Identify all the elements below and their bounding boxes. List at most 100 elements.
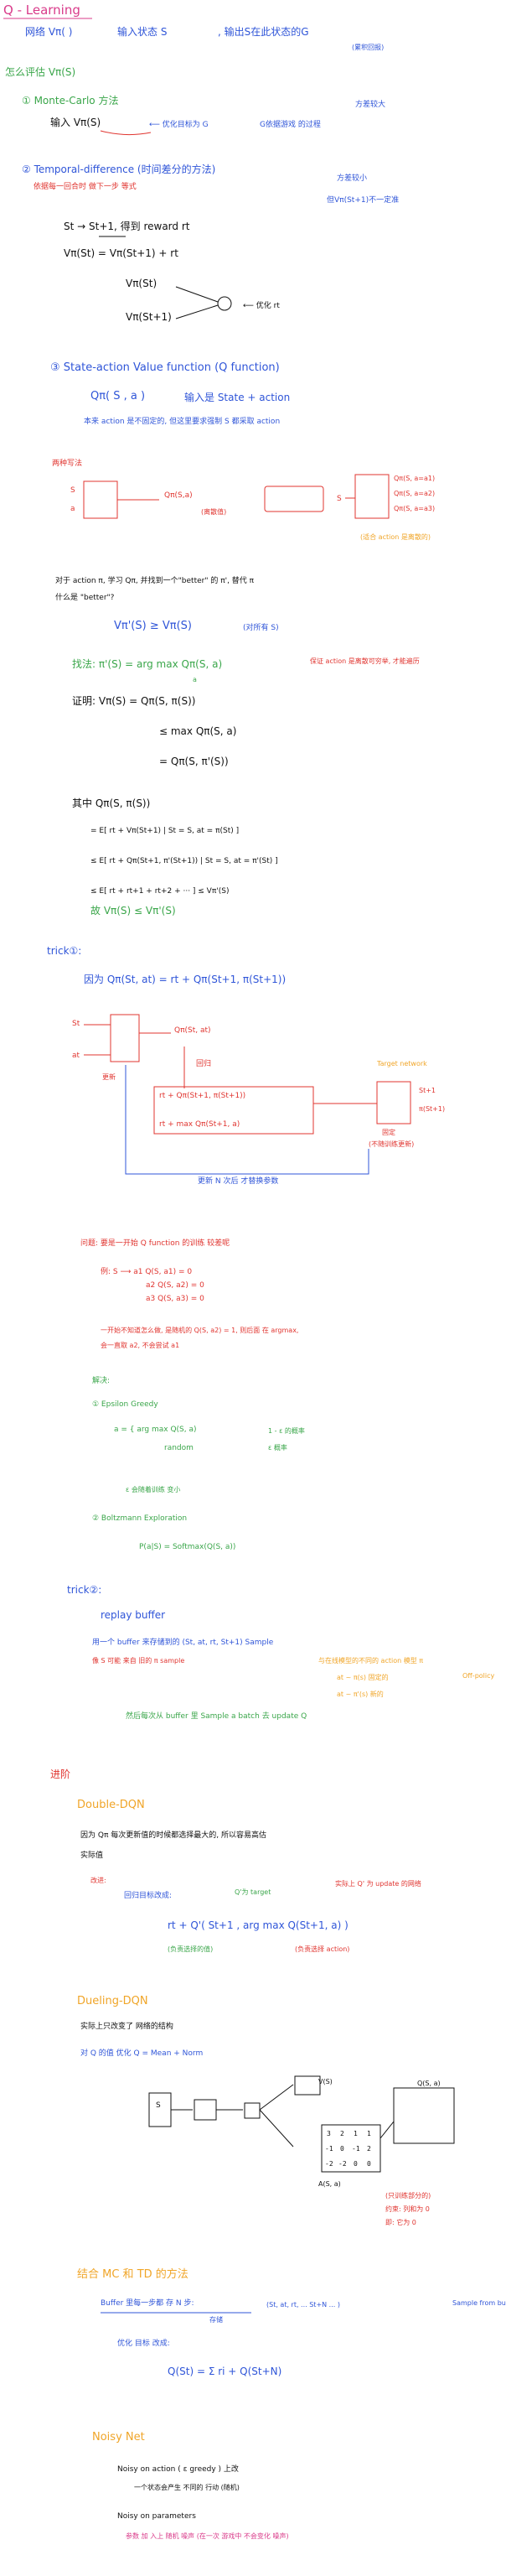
trick1-equation: 因为 Qπ(St, at) = rt + Qπ(St+1, π(St+1)) — [84, 974, 287, 985]
how-evaluate-heading: 怎么评估 Vπ(S) — [5, 66, 76, 78]
trick1-target2: rt + max Qπ(St+1, a) — [159, 1120, 240, 1129]
monte-carlo-label: ① Monte-Carlo 方法 — [22, 95, 119, 106]
problem-desc2: 会一直取 a2, 不会尝试 a1 — [101, 1342, 180, 1349]
epsilon-prob2: ε 概率 — [268, 1444, 287, 1452]
input-state-text: 输入状态 S — [117, 26, 168, 38]
section-title-q-learning: Q - Learning — [3, 3, 80, 18]
target-fixed-note: (不随训练更新) — [369, 1140, 415, 1148]
trick2-title: trick②: — [67, 1584, 102, 1596]
td-inaccurate-note: 但Vπ(St+1)不一定准 — [327, 196, 400, 205]
double-target-note: Q'为 target — [235, 1888, 271, 1896]
example-a2: a2 Q(S, a2) = 0 — [146, 1281, 204, 1290]
boltzmann-formula: P(a|S) = Softmax(Q(S, a)) — [139, 1543, 236, 1551]
mc-td-sample: Sample from buffer — [452, 2299, 506, 2307]
grid-cell: 0 — [354, 2160, 358, 2168]
noisy-param-text: Noisy on parameters — [117, 2512, 196, 2521]
temporal-difference-label: ② Temporal-difference (时间差分的方法) — [22, 164, 216, 175]
form2-box — [354, 474, 390, 519]
expand-line2: ≤ E[ rt + Qπ(St+1, π'(St+1)) | St = S, a… — [90, 857, 278, 865]
dueling-input-box — [148, 2092, 172, 2127]
advanced-title: 进阶 — [50, 1768, 71, 1780]
trick1-st: St — [72, 1020, 80, 1028]
noisy-action-text: Noisy on action ( ε greedy ) 上改 — [117, 2465, 239, 2474]
grid-cell: 0 — [340, 2145, 344, 2153]
td-v-st1-label: Vπ(St+1) — [126, 311, 172, 323]
dueling-q-label: Q(S, a) — [417, 2080, 441, 2087]
target-network-label: Target network — [377, 1060, 427, 1067]
mc-process-text: G依据游戏 的过程 — [260, 121, 321, 129]
find-method-text: 找法: π'(S) = arg max Qπ(S, a) — [72, 658, 223, 670]
dueling-v-label: V(S) — [318, 2078, 333, 2085]
value-network-text: 网络 Vπ( ) — [25, 26, 73, 38]
td-variance-note: 方差较小 — [337, 174, 368, 183]
grid-cell: 1 — [354, 2130, 358, 2137]
problem-desc1: 一开始不知道怎么做, 是随机的 Q(S, a2) = 1, 则后面 在 argm… — [101, 1327, 299, 1334]
grid-cell: -1 — [352, 2145, 360, 2153]
target-network-box — [376, 1081, 411, 1124]
noisy-param-desc: 参数 加 入上 随机 噪声 (在一次 游戏中 不会变化 噪声) — [126, 2532, 289, 2540]
dueling-a-grid — [321, 2124, 381, 2173]
proof-line2: ≤ max Qπ(S, a) — [159, 725, 237, 737]
argmax-sub: a — [193, 676, 197, 683]
form1-s: S — [70, 486, 75, 495]
trick1-update: 更新 — [102, 1073, 116, 1081]
replay-buffer-label: replay buffer — [101, 1609, 166, 1621]
trick1-regress: 回归 — [196, 1060, 212, 1068]
double-action-note: (负责选择 action) — [295, 1945, 350, 1953]
double-target-label: 回归目标改成: — [124, 1892, 173, 1900]
mc-td-buffer: Buffer 里每一步都 存 N 步: — [101, 2299, 194, 2308]
better-all-s: (对所有 S) — [243, 624, 279, 632]
proof-line1: 证明: Vπ(S) = Qπ(S, π(S)) — [72, 695, 196, 707]
mc-td-target-label: 优化 目标 改成: — [117, 2340, 170, 2348]
form1-output-box — [264, 486, 324, 512]
trick1-at: at — [72, 1052, 80, 1060]
epsilon-greedy-label: ① Epsilon Greedy — [92, 1400, 158, 1409]
form2-out1: Qπ(S, a=a1) — [394, 475, 436, 482]
grid-cell: 0 — [367, 2160, 371, 2168]
form2-s: S — [337, 495, 342, 503]
off-policy-label: Off-policy — [462, 1672, 495, 1680]
policy-improve-text: 对于 action π, 学习 Qπ, 并找到一个"better" 的 π', … — [55, 577, 255, 585]
mc-variance-note: 方差较大 — [355, 101, 386, 109]
grid-cell: -2 — [325, 2160, 333, 2168]
noisy-action-desc: 一个状态会产生 不同的 行动 (随机) — [134, 2484, 240, 2491]
dueling-a-branch — [259, 2109, 294, 2148]
dueling-v-box — [294, 2075, 321, 2096]
dueling-v-branch — [259, 2084, 294, 2111]
td-equation-text: Vπ(St) = Vπ(St+1) + rt — [64, 247, 178, 259]
mc-td-store: 存储 — [209, 2316, 223, 2324]
mc-td-tuple: (St, at, rt, ... St+N ... ) — [266, 2301, 340, 2309]
boltzmann-label: ② Boltzmann Exploration — [92, 1514, 188, 1523]
double-formula: rt + Q'( St+1 , arg max Q(St+1, a) ) — [168, 1919, 349, 1931]
q-force-action-text: 本来 action 是不固定的, 但这里要求强制 S 都采取 action — [84, 418, 281, 426]
grid-cell: -1 — [325, 2145, 333, 2153]
output-return-text: , 输出S在此状态的G — [218, 26, 309, 38]
dueling-partial: (只训练部分的) — [385, 2192, 431, 2199]
td-desc-text: 依据每一回合时 做下一步 等式 — [34, 183, 137, 191]
trick1-target1: rt + Qπ(St+1, π(St+1)) — [159, 1092, 246, 1100]
noisy-net-title: Noisy Net — [92, 2431, 145, 2444]
td-optimize-text: ⟵ 优化 rt — [243, 302, 280, 310]
form1-note: (离散值) — [201, 508, 227, 516]
what-is-better-text: 什么是 "better"? — [55, 594, 115, 602]
mc-underline — [100, 130, 152, 136]
grid-cell: -2 — [338, 2160, 347, 2168]
trick1-q-out: Qπ(St, at) — [174, 1026, 211, 1035]
expand-line3: ≤ E[ rt + rt+1 + rt+2 + ··· ] ≤ Vπ'(S) — [90, 887, 230, 896]
target-st1: St+1 — [419, 1087, 436, 1094]
dueling-desc1: 实际上只改变了 网络的结构 — [80, 2023, 173, 2031]
better-ineq: Vπ'(S) ≥ Vπ(S) — [114, 620, 192, 632]
dueling-merge — [380, 2121, 395, 2139]
example-a3: a3 Q(S, a3) = 0 — [146, 1295, 204, 1303]
double-update-note: 实际上 Q' 为 update 的网络 — [335, 1880, 421, 1888]
mc-target-text: ⟵ 优化目标为 G — [149, 121, 209, 129]
epsilon-decay: ε 会随着训练 变小 — [126, 1486, 181, 1493]
double-value-note: (负责选择的值) — [168, 1945, 214, 1953]
replay-sample-batch: 然后每次从 buffer 里 Sample a batch 去 update Q — [126, 1712, 307, 1721]
discrete-note: 保证 action 是离散可穷举, 才能遍历 — [310, 657, 420, 665]
q-input-text: 输入是 State + action — [184, 392, 291, 403]
dueling-zero: 即: 它为 0 — [385, 2219, 416, 2226]
dueling-a-label: A(S, a) — [318, 2180, 341, 2188]
solution-label: 解决: — [92, 1377, 111, 1385]
